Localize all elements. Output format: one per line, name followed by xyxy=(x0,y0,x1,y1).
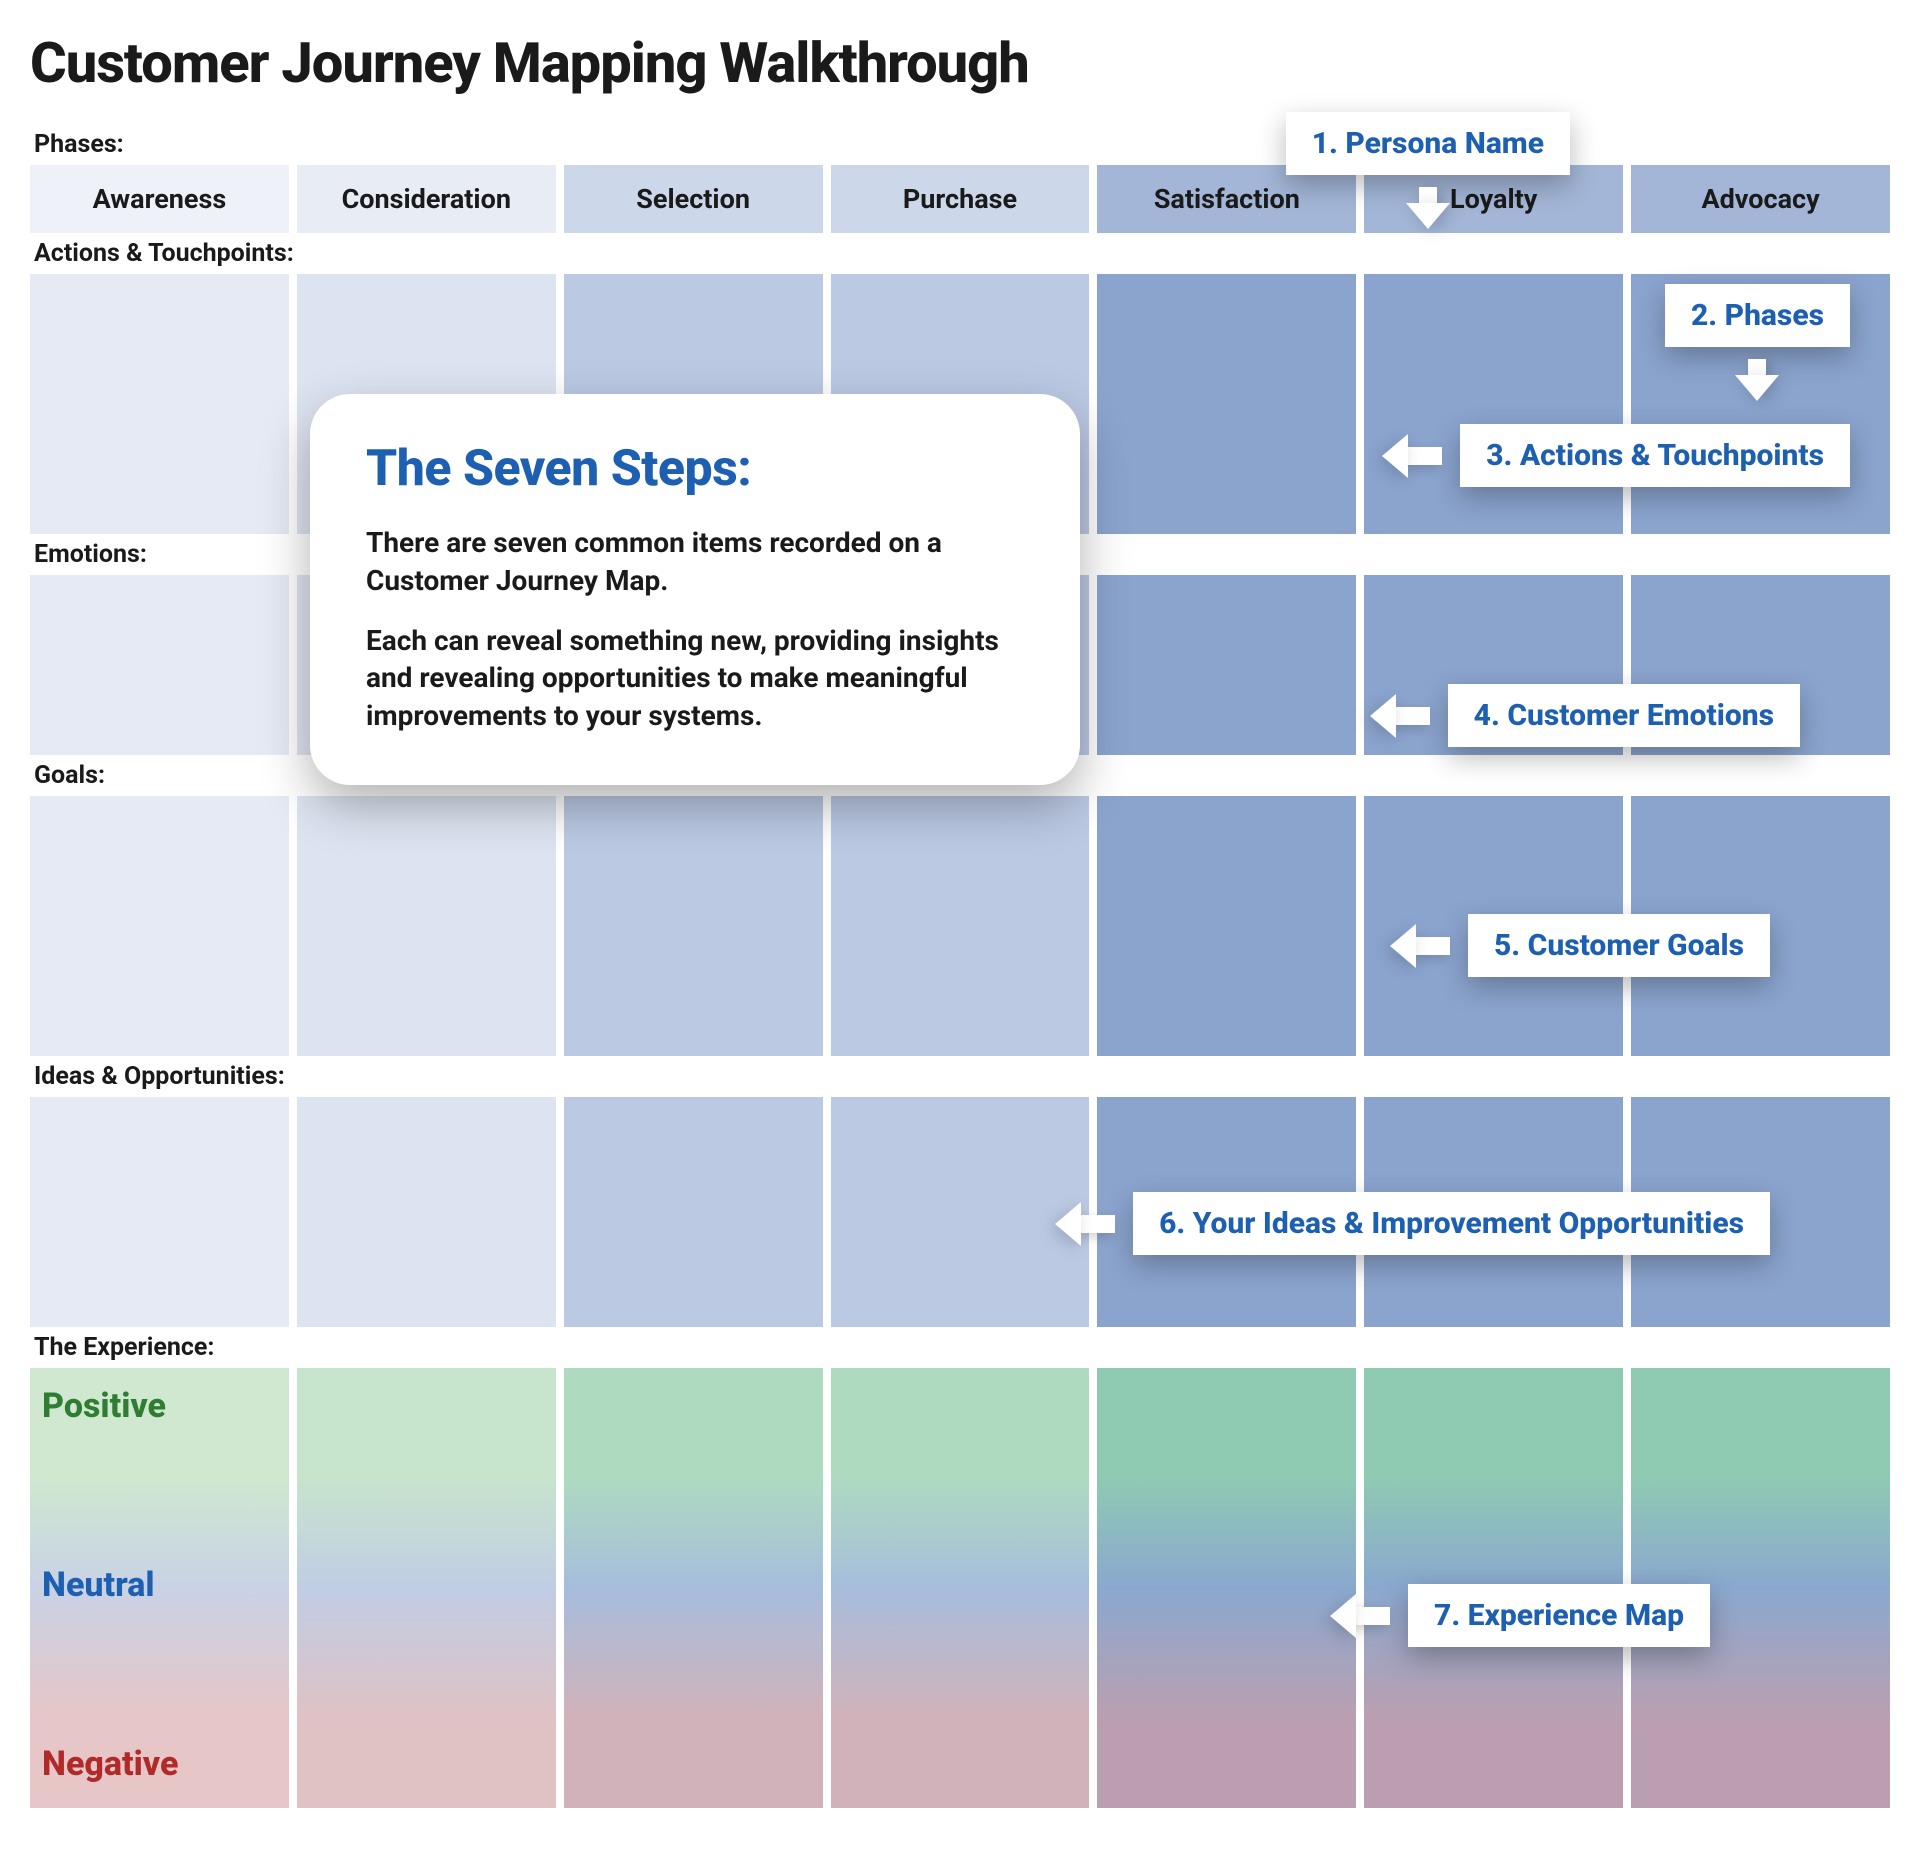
seven-steps-card: The Seven Steps: There are seven common … xyxy=(310,394,1080,785)
grid-cell xyxy=(1097,575,1356,755)
experience-cell xyxy=(831,1368,1090,1808)
callout-step-7: 7. Experience Map xyxy=(1408,1584,1710,1647)
phase-header-cell: Advocacy xyxy=(1631,165,1890,233)
callout-step-5: 5. Customer Goals xyxy=(1468,914,1770,977)
grid-cell xyxy=(564,1097,823,1327)
experience-cell xyxy=(1097,1368,1356,1808)
grid-cell xyxy=(1364,274,1623,534)
phase-header-cell: Awareness xyxy=(30,165,289,233)
seven-steps-title: The Seven Steps: xyxy=(366,440,1024,498)
phases-section-label: Phases: xyxy=(30,124,1890,165)
grid-cell xyxy=(1097,274,1356,534)
callout-step-4: 4. Customer Emotions xyxy=(1448,684,1800,747)
grid-cell xyxy=(30,796,289,1056)
seven-steps-p2: Each can reveal something new, providing… xyxy=(366,622,1024,735)
seven-steps-p1: There are seven common items recorded on… xyxy=(366,524,1024,600)
grid-cell xyxy=(831,796,1090,1056)
phase-header-cell: Selection xyxy=(564,165,823,233)
grid-cell xyxy=(1097,796,1356,1056)
grid-cell xyxy=(564,796,823,1056)
phase-header-cell: Purchase xyxy=(831,165,1090,233)
experience-cell xyxy=(30,1368,289,1808)
grid-cell xyxy=(30,1097,289,1327)
grid-cell xyxy=(30,575,289,755)
phase-header-cell: Loyalty xyxy=(1364,165,1623,233)
callout-step-3: 3. Actions & Touchpoints xyxy=(1460,424,1850,487)
row-section-label: Ideas & Opportunities: xyxy=(30,1056,1890,1097)
experience-cell xyxy=(564,1368,823,1808)
phase-header-cell: Consideration xyxy=(297,165,556,233)
grid-cell xyxy=(297,1097,556,1327)
grid-cell xyxy=(30,274,289,534)
grid-cell xyxy=(297,796,556,1056)
row-section-label: Actions & Touchpoints: xyxy=(30,233,1890,274)
experience-section-label: The Experience: xyxy=(30,1327,1890,1368)
callout-step-1: 1. Persona Name xyxy=(1286,112,1570,175)
experience-cell xyxy=(297,1368,556,1808)
page-title: Customer Journey Mapping Walkthrough xyxy=(30,30,1890,96)
callout-step-2: 2. Phases xyxy=(1665,284,1850,347)
phase-header-cell: Satisfaction xyxy=(1097,165,1356,233)
grid-cell xyxy=(831,1097,1090,1327)
phase-header-row: AwarenessConsiderationSelectionPurchaseS… xyxy=(30,165,1890,233)
callout-step-6: 6. Your Ideas & Improvement Opportunitie… xyxy=(1133,1192,1770,1255)
